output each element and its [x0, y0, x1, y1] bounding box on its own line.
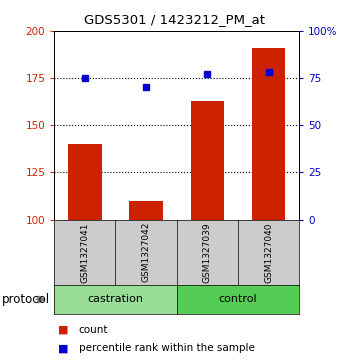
- Bar: [129, 201, 163, 220]
- Text: control: control: [219, 294, 257, 305]
- Text: protocol: protocol: [2, 293, 50, 306]
- Bar: [68, 144, 102, 220]
- Bar: [252, 48, 286, 220]
- Text: count: count: [79, 325, 108, 335]
- Text: castration: castration: [88, 294, 144, 305]
- Text: GSM1327042: GSM1327042: [142, 222, 150, 282]
- Text: GSM1327039: GSM1327039: [203, 222, 212, 283]
- Text: ■: ■: [58, 343, 68, 354]
- Text: GDS5301 / 1423212_PM_at: GDS5301 / 1423212_PM_at: [84, 13, 266, 26]
- Text: GSM1327041: GSM1327041: [80, 222, 89, 282]
- Text: ■: ■: [58, 325, 68, 335]
- Text: GSM1327040: GSM1327040: [264, 222, 273, 282]
- Text: percentile rank within the sample: percentile rank within the sample: [79, 343, 255, 354]
- Bar: [190, 101, 224, 220]
